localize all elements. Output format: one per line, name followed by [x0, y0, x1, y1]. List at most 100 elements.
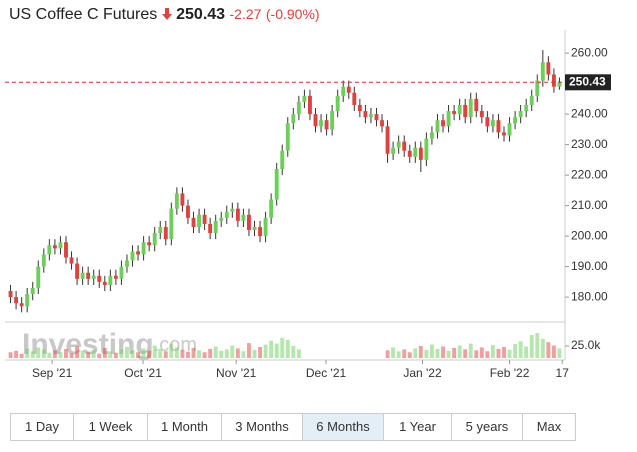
candle-body	[429, 132, 434, 139]
range-button[interactable]: 1 Week	[74, 414, 148, 440]
candle-body	[235, 208, 240, 221]
candle-body	[535, 80, 540, 96]
range-button[interactable]: 6 Months	[303, 414, 384, 440]
candle-body	[241, 214, 246, 221]
candle-body	[435, 120, 440, 133]
y-tick-label: 180.00	[571, 289, 608, 303]
candle-body	[52, 245, 57, 249]
volume-bar	[136, 352, 141, 358]
volume-bar	[513, 344, 518, 358]
volume-bar	[113, 352, 118, 358]
last-price-label: 250.43	[569, 74, 606, 88]
volume-bar	[424, 349, 429, 358]
volume-bar	[224, 349, 229, 358]
x-tick-label: Oct '21	[124, 366, 162, 380]
volume-bar	[191, 347, 196, 358]
range-selector: 1 Day 1 Week 1 Month 3 Months 6 Months 1 Year…	[10, 413, 576, 441]
volume-bar	[152, 345, 157, 358]
volume-bar	[502, 346, 506, 358]
candle-body	[352, 92, 357, 105]
down-arrow	[161, 8, 172, 20]
candle-body	[230, 208, 235, 212]
candle-body	[507, 123, 512, 136]
candle-body	[224, 211, 229, 218]
volume-bar	[269, 340, 274, 358]
candle-body	[463, 104, 468, 118]
candle-body	[413, 147, 418, 157]
candle-body	[546, 62, 551, 75]
volume-bar	[258, 346, 262, 358]
volume-bar	[280, 337, 285, 358]
volume-tick-label: 25.0k	[571, 338, 601, 352]
candle-body	[263, 217, 268, 237]
last-price-box	[565, 74, 611, 91]
candle-body	[47, 245, 52, 255]
candle-body	[258, 226, 262, 237]
volume-bar	[429, 344, 434, 358]
candle-body	[75, 263, 80, 279]
candle-body	[557, 82, 562, 87]
candle-body	[502, 132, 506, 136]
x-tick-label: 17	[556, 366, 570, 380]
candle-body	[319, 120, 323, 127]
candle-body	[69, 257, 74, 264]
volume-bar	[64, 348, 68, 358]
watermark-suffix: .com	[154, 334, 197, 356]
candle-body	[374, 114, 379, 121]
candle-body	[335, 95, 340, 112]
candle-body	[457, 104, 462, 115]
volume-bar	[385, 350, 390, 358]
candle-body	[19, 303, 24, 307]
candle-body	[274, 169, 279, 200]
candle-body	[208, 223, 213, 234]
volume-bar	[86, 352, 91, 358]
volume-bar	[30, 351, 35, 358]
candle-body	[296, 101, 301, 115]
volume-bar	[457, 345, 462, 358]
volume-bar	[97, 353, 102, 358]
candle-body	[291, 114, 296, 124]
range-button[interactable]: Max	[536, 419, 562, 434]
volume-bar	[396, 351, 401, 358]
candle-body	[30, 287, 35, 295]
candle-body	[108, 275, 113, 285]
volume-bar	[102, 347, 107, 358]
candle-body	[213, 220, 218, 234]
candle-body	[313, 114, 318, 127]
volume-bar	[285, 339, 290, 358]
volume-bar	[52, 350, 57, 358]
volume-bar	[291, 346, 296, 358]
range-button[interactable]: 3 Months	[222, 414, 303, 440]
candle-body	[363, 111, 368, 118]
candle-body	[147, 242, 152, 246]
range-button[interactable]: 5 years	[452, 414, 523, 440]
volume-bar	[551, 345, 556, 358]
volume-bar	[274, 343, 279, 358]
range-button[interactable]: 1 Day	[11, 414, 74, 440]
range-button[interactable]: 1 Year	[384, 414, 452, 440]
volume-bar	[186, 351, 190, 358]
candle-body	[197, 214, 201, 227]
volume-bar	[119, 349, 124, 358]
candle-body	[91, 275, 96, 279]
volume-bar	[490, 345, 495, 358]
volume-bar	[263, 344, 268, 358]
instrument-title: US Coffee C Futures	[9, 6, 158, 23]
candle-body	[97, 275, 102, 282]
candle-body	[252, 226, 257, 231]
candle-body	[8, 291, 13, 298]
volume-bar	[125, 346, 129, 358]
candle-body	[191, 217, 196, 227]
candle-body	[441, 120, 445, 127]
volume-bar	[180, 349, 185, 358]
volume-bar	[252, 349, 257, 358]
volume-bar	[36, 347, 41, 358]
candle-body	[346, 86, 351, 93]
candle-body	[58, 242, 63, 249]
volume-bar	[235, 348, 240, 358]
volume-bar	[507, 349, 512, 358]
candle-body	[102, 281, 107, 285]
candle-body	[490, 120, 495, 127]
volume-bar	[496, 348, 501, 358]
range-button[interactable]: 1 Month	[148, 414, 222, 440]
